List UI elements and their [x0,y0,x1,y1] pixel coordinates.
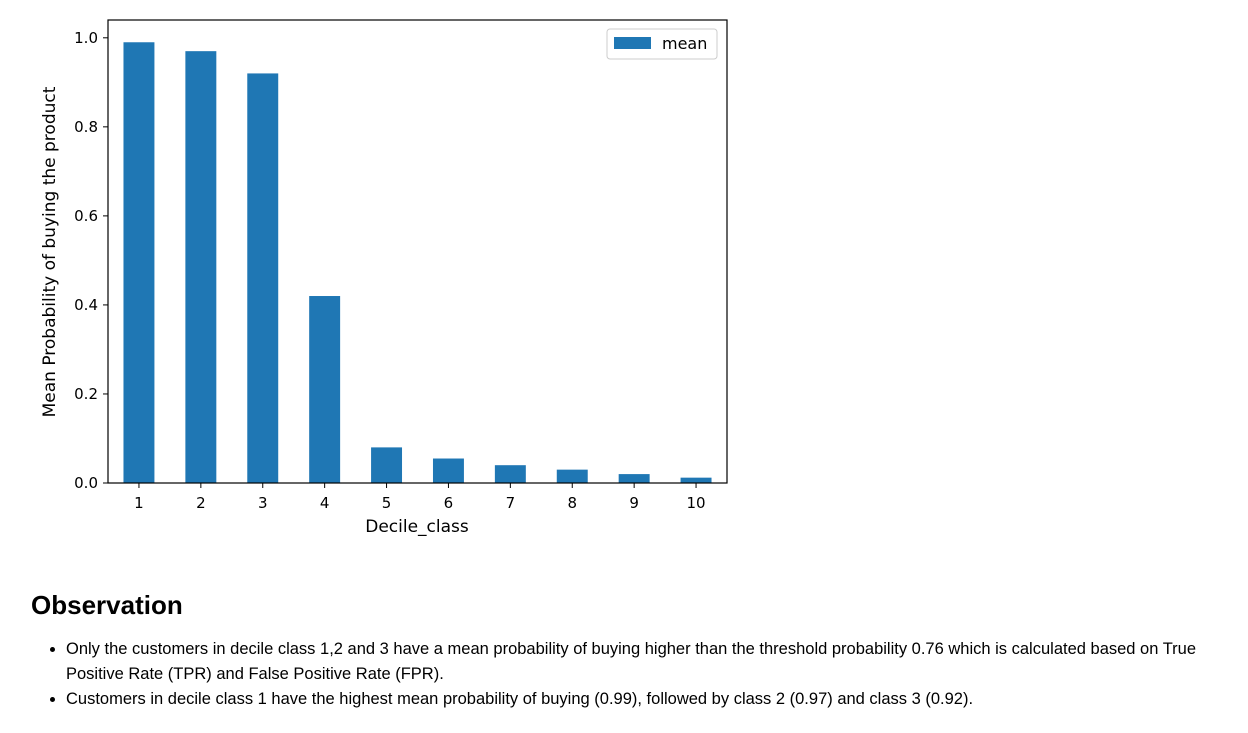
y-tick-label: 0.2 [74,385,98,403]
x-tick-label: 4 [320,494,330,512]
x-tick-label: 8 [567,494,577,512]
legend-swatch [614,37,651,49]
bar-7 [494,465,526,483]
bar-1 [123,42,155,484]
x-tick-label: 5 [382,494,392,512]
observation-heading: Observation [31,590,183,620]
legend-label: mean [662,34,707,53]
observation-bullet: Only the customers in decile class 1,2 a… [66,637,1231,687]
bar-5 [371,447,403,483]
bar-3 [247,73,279,483]
x-tick-label: 1 [134,494,144,512]
x-tick-label: 9 [629,494,639,512]
y-tick-label: 0.6 [74,207,98,225]
y-tick-label: 1.0 [74,29,98,47]
y-axis-label: Mean Probability of buying the product [40,86,60,417]
bar-10 [680,477,712,483]
x-tick-label: 6 [444,494,454,512]
x-tick-label: 7 [506,494,516,512]
observation-bullet: Customers in decile class 1 have the hig… [66,687,1231,712]
observation-list: Only the customers in decile class 1,2 a… [31,637,1231,712]
bar-9 [618,474,650,483]
plot-frame [107,19,728,484]
bar-chart: 1 2 3 4 5 6 7 8 9 10 0.0 0.2 0.4 0.6 0.8 1.0 Decile_cl… [40,19,728,537]
bar-6 [432,458,464,483]
bar-2 [185,51,217,484]
x-axis-ticks: 1 2 3 4 5 6 7 8 9 10 [134,483,706,512]
bars-group [123,42,712,484]
legend-box [606,28,718,60]
observation-section: Observation Only the customers in decile… [31,590,1231,712]
y-tick-label: 0.4 [74,296,98,314]
y-tick-label: 0.8 [74,118,98,136]
y-tick-label: 0.0 [74,474,98,492]
y-axis-ticks: 0.0 0.2 0.4 0.6 0.8 1.0 [74,29,108,492]
x-tick-label: 10 [687,494,706,512]
bar-4 [309,296,341,483]
bar-8 [556,469,588,483]
legend: mean [606,28,718,60]
x-axis-label: Decile_class [365,517,469,537]
x-tick-label: 3 [258,494,268,512]
x-tick-label: 2 [196,494,206,512]
